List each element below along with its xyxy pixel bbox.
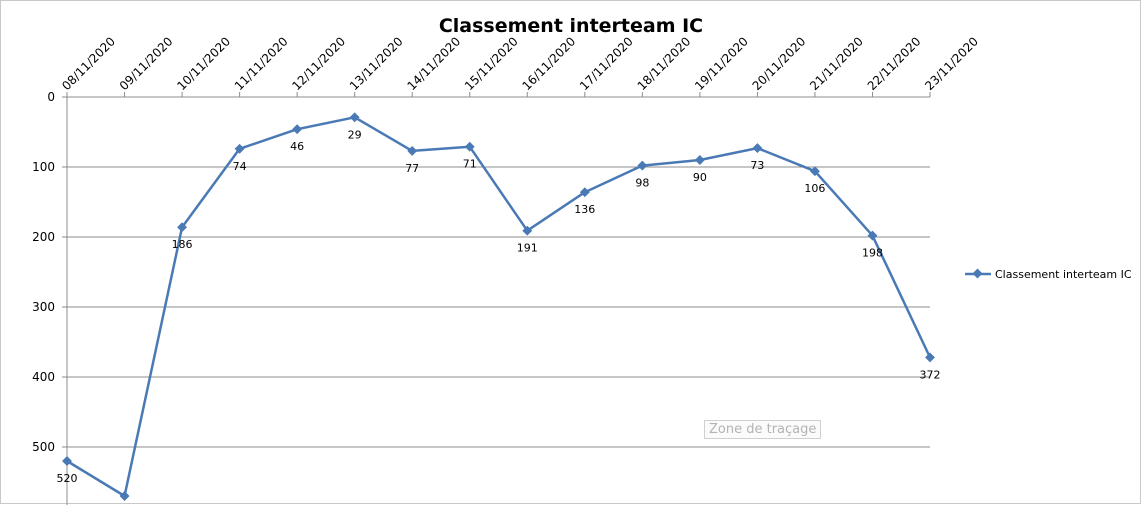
data-label: 372	[920, 368, 941, 381]
legend-marker	[972, 268, 983, 279]
data-label: 29	[348, 128, 362, 141]
data-label: 520	[57, 472, 78, 485]
data-point	[925, 352, 935, 363]
y-tick-label: 0	[47, 90, 55, 104]
x-tick-label: 14/11/2020	[404, 34, 463, 93]
data-point	[292, 124, 303, 135]
data-label: 186	[172, 238, 193, 251]
y-tick-label: 100	[32, 160, 55, 174]
series-line-path	[66, 116, 932, 498]
x-tick-label: 08/11/2020	[59, 34, 118, 93]
x-tick-label: 20/11/2020	[750, 34, 809, 93]
x-tick-label: 23/11/2020	[922, 34, 981, 93]
data-point	[464, 141, 475, 152]
data-label: 73	[750, 159, 764, 172]
legend: Classement interteam IC	[965, 268, 1132, 281]
y-tick-label: 500	[32, 440, 55, 454]
y-tick-label: 400	[32, 370, 55, 384]
x-tick-label: 15/11/2020	[462, 34, 521, 93]
data-label: 198	[862, 247, 883, 260]
data-label: 90	[693, 171, 707, 184]
x-tick-label: 13/11/2020	[347, 34, 406, 93]
y-axis: 0 100 200 300 400 500	[32, 90, 68, 505]
y-tick-label: 300	[32, 300, 55, 314]
data-point	[752, 143, 763, 154]
x-tick-label: 18/11/2020	[635, 34, 694, 93]
data-label: 106	[804, 182, 825, 195]
data-point	[809, 166, 820, 177]
data-point	[234, 143, 245, 154]
x-tick-label: 19/11/2020	[692, 34, 751, 93]
x-tick-label: 10/11/2020	[174, 34, 233, 93]
data-point	[694, 155, 705, 165]
data-label: 136	[574, 203, 595, 216]
x-tick-label: 11/11/2020	[232, 34, 291, 93]
gridlines	[67, 96, 930, 448]
data-label: 46	[290, 140, 304, 153]
data-point	[867, 230, 878, 241]
data-label: 71	[463, 158, 477, 171]
data-point	[637, 160, 648, 171]
series-line: 5205701867446297771191136989073106198372	[57, 112, 941, 501]
data-label: 98	[635, 177, 649, 190]
x-tick-label: 21/11/2020	[807, 34, 866, 93]
data-point	[407, 145, 418, 156]
x-tick-label: 22/11/2020	[865, 34, 924, 93]
legend-label: Classement interteam IC	[995, 268, 1132, 281]
x-tick-label: 17/11/2020	[577, 34, 636, 93]
data-point	[522, 225, 533, 236]
x-tick-label: 09/11/2020	[117, 34, 176, 93]
data-point	[177, 222, 188, 233]
x-axis: 08/11/202009/11/202010/11/202011/11/2020…	[59, 34, 981, 97]
data-label: 191	[517, 242, 538, 255]
data-point	[579, 187, 590, 198]
x-tick-label: 12/11/2020	[289, 34, 348, 93]
plot-area-tooltip: Zone de traçage	[704, 420, 822, 439]
x-tick-label: 16/11/2020	[519, 34, 578, 93]
data-label: 77	[405, 162, 419, 175]
data-label: 74	[233, 160, 247, 173]
chart-title: Classement interteam IC	[439, 15, 703, 37]
y-tick-label: 200	[32, 230, 55, 244]
